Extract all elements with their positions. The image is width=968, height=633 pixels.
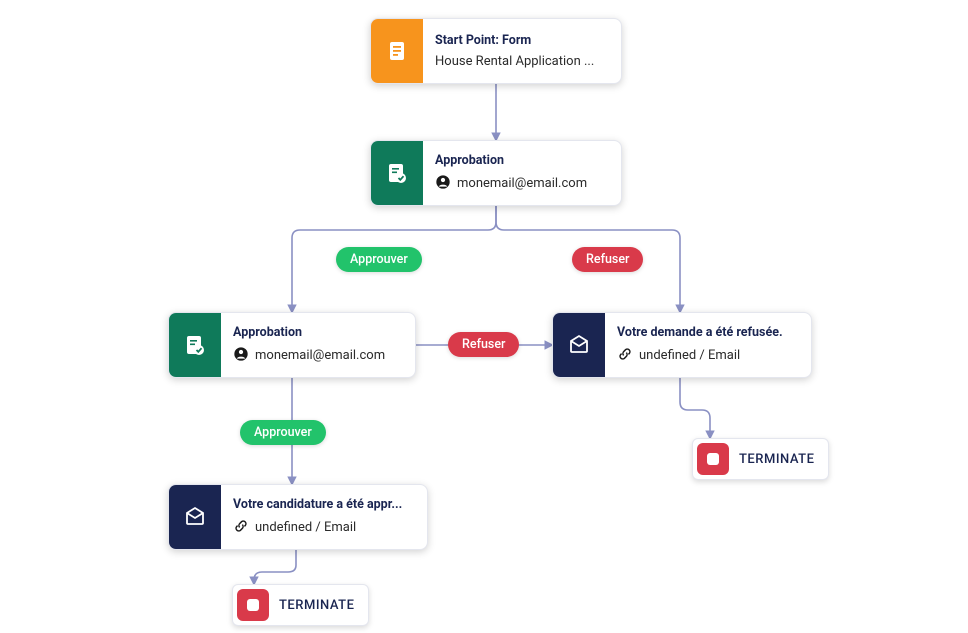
link-icon [233, 518, 249, 538]
node-title: Start Point: Form [435, 33, 594, 48]
terminate-label: TERMINATE [273, 598, 368, 613]
edge-label-refuse-2: Refuser [448, 332, 519, 357]
node-approbation-1[interactable]: Approbation monemail@email.com [370, 140, 622, 206]
node-approbation-2[interactable]: Approbation monemail@email.com [168, 312, 416, 378]
terminate-node-2[interactable]: TERMINATE [232, 584, 369, 626]
mail-icon [553, 313, 605, 377]
node-candidature-approved[interactable]: Votre candidature a été appr... undefine… [168, 484, 428, 550]
edges-layer [0, 0, 968, 633]
node-subtitle: undefined / Email [617, 346, 783, 366]
node-subtitle: House Rental Application ... [435, 54, 594, 69]
node-subtitle: monemail@email.com [435, 174, 587, 194]
stop-icon [697, 443, 729, 475]
node-title: Approbation [435, 153, 587, 168]
edge-label-approve-2: Approuver [240, 420, 326, 445]
node-title: Votre demande a été refusée. [617, 325, 783, 340]
node-demand-refused[interactable]: Votre demande a été refusée. undefined /… [552, 312, 812, 378]
task-check-icon [371, 141, 423, 205]
node-start-form[interactable]: Start Point: Form House Rental Applicati… [370, 18, 622, 84]
link-icon [617, 346, 633, 366]
node-subtitle: undefined / Email [233, 518, 402, 538]
edge-label-refuse-1: Refuser [572, 247, 643, 272]
terminate-label: TERMINATE [733, 452, 828, 467]
node-title: Approbation [233, 325, 385, 340]
form-icon [371, 19, 423, 83]
person-icon [435, 174, 451, 194]
task-check-icon [169, 313, 221, 377]
edge-label-approve-1: Approuver [336, 247, 422, 272]
flowchart-canvas: Start Point: Form House Rental Applicati… [0, 0, 968, 633]
terminate-node-1[interactable]: TERMINATE [692, 438, 829, 480]
stop-icon [237, 589, 269, 621]
node-subtitle: monemail@email.com [233, 346, 385, 366]
node-title: Votre candidature a été appr... [233, 497, 402, 512]
person-icon [233, 346, 249, 366]
mail-icon [169, 485, 221, 549]
